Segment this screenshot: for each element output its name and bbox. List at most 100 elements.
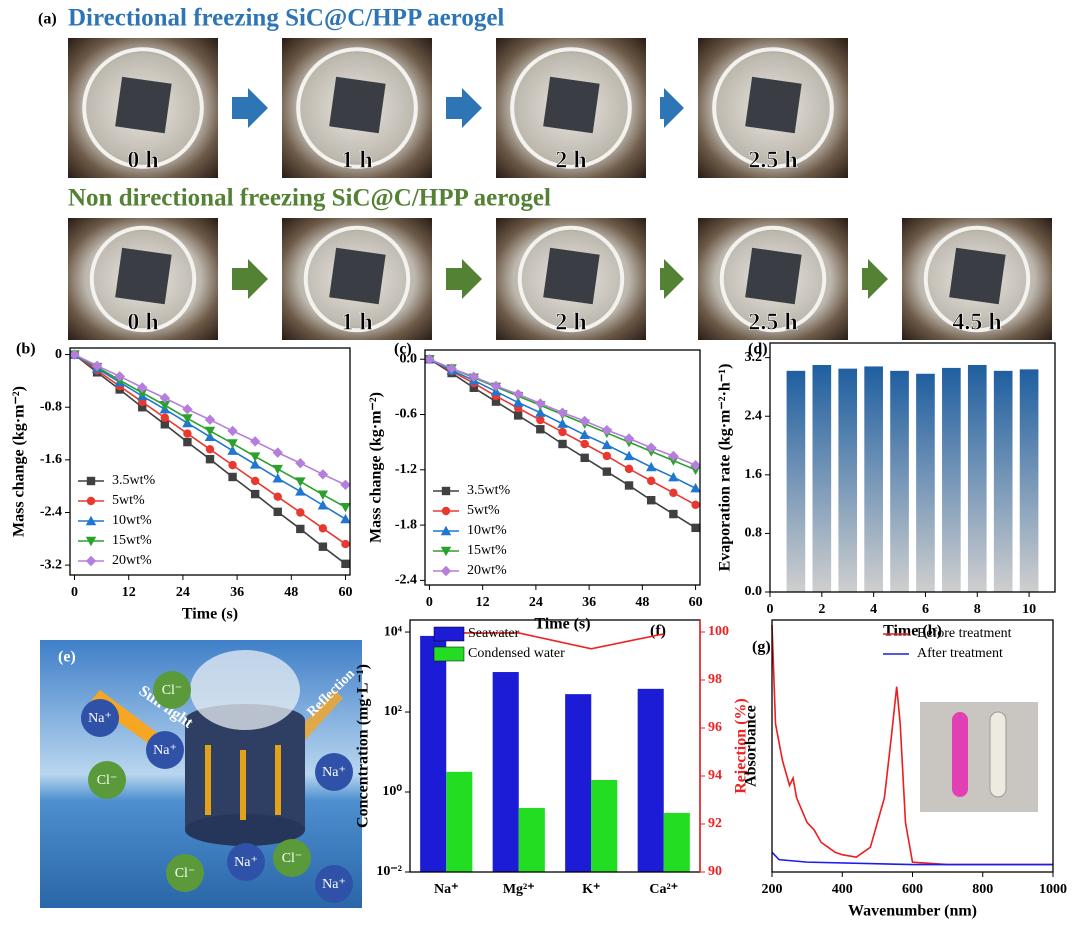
sample-photo: 0 h (68, 218, 218, 340)
bar (1020, 369, 1039, 592)
marker (273, 447, 283, 457)
page: (a) Directional freezing SiC@C/HPP aerog… (0, 0, 1072, 926)
y-tick-label: 10⁴ (384, 624, 403, 639)
bar (787, 371, 806, 592)
marker (250, 452, 260, 461)
marker (251, 490, 259, 498)
x-tick-label: Ca²⁺ (649, 882, 678, 897)
marker (340, 503, 350, 512)
aerogel (329, 77, 385, 133)
marker (625, 481, 633, 489)
bar (864, 366, 883, 592)
x-tick-label: Mg²⁺ (503, 882, 535, 897)
marker (340, 514, 350, 523)
marker (228, 461, 236, 469)
sample-photo: 2 h (496, 38, 646, 178)
y-tick-label: -3.2 (40, 557, 62, 572)
aerogel (543, 248, 599, 304)
panel-label: (g) (752, 639, 771, 656)
y-tick-label: 3.2 (745, 350, 763, 365)
bar (565, 694, 591, 872)
marker (319, 543, 327, 551)
bar (446, 772, 472, 872)
sample-photo: 1 h (282, 218, 432, 340)
x-tick-label: 48 (635, 595, 649, 610)
x-tick-label: 12 (122, 585, 136, 600)
marker (318, 491, 328, 500)
marker (161, 414, 169, 422)
arrow (446, 88, 482, 128)
marker (296, 508, 304, 516)
y-axis-title: Concentration (mg·L⁻¹) (355, 664, 372, 828)
x-tick-label: 0 (767, 602, 774, 617)
marker (442, 487, 450, 495)
x-tick-label: Na⁺ (434, 882, 459, 897)
marker (691, 501, 699, 509)
sample-photo: 1 h (282, 38, 432, 178)
chart: (d)02468100.00.81.62.43.2Time (h)Evapora… (717, 341, 1055, 640)
y-tick-label: -0.8 (40, 399, 62, 414)
y-tick-label: 10² (384, 704, 402, 719)
marker (669, 510, 677, 518)
marker (340, 480, 350, 490)
marker (206, 445, 214, 453)
aerogel (115, 77, 171, 133)
ion-label: Cl⁻ (175, 866, 196, 881)
ion-label: Na⁺ (153, 743, 177, 758)
legend-label: 10wt% (112, 513, 152, 528)
x-tick-label: 36 (582, 595, 596, 610)
ion-label: Na⁺ (88, 711, 112, 726)
y-axis-title: Absorbance (743, 705, 760, 787)
arrow (660, 88, 684, 128)
marker (295, 477, 305, 486)
legend-swatch (434, 647, 464, 661)
y-axis-title: Evaporation rate (kg·m⁻²·h⁻¹) (717, 364, 734, 572)
x-axis-title: Time (s) (534, 616, 590, 633)
y-tick-label: 2.4 (745, 408, 763, 423)
x-tick-label: 24 (176, 585, 190, 600)
x-tick-label: 0 (426, 595, 433, 610)
sample-photo: 2.5 h (698, 218, 848, 340)
marker (318, 469, 328, 479)
arrow (232, 88, 268, 128)
aerogel (543, 77, 599, 133)
aerogel (745, 248, 801, 304)
marker (647, 496, 655, 504)
x-tick-label: 12 (476, 595, 490, 610)
marker (227, 439, 237, 448)
legend-label: 15wt% (467, 543, 507, 558)
marker (602, 440, 612, 449)
marker (646, 442, 656, 452)
marker (536, 416, 544, 424)
marker (250, 436, 260, 446)
marker (579, 430, 589, 439)
legend-label: 15wt% (112, 533, 152, 548)
x-tick-label: 4 (870, 602, 877, 617)
y-tick-label: -1.8 (395, 517, 417, 532)
x-tick-label: 600 (902, 882, 923, 897)
marker (182, 404, 192, 414)
marker (295, 458, 305, 468)
marker (205, 415, 215, 425)
aerogel (115, 248, 171, 304)
marker (442, 507, 450, 515)
legend-label: 10wt% (467, 523, 507, 538)
x-tick-label: 200 (762, 882, 783, 897)
sample-photo: 0 h (68, 38, 218, 178)
y-tick-label: 0.8 (745, 526, 763, 541)
marker (514, 411, 522, 419)
x-axis-title: Wavenumber (nm) (848, 903, 977, 920)
marker (625, 465, 633, 473)
y-axis-title: Mass change (kg·m⁻²) (11, 386, 28, 537)
time-label: 2.5 h (748, 148, 797, 174)
marker (86, 556, 96, 566)
arrow (232, 259, 268, 299)
legend-label: 5wt% (467, 503, 500, 518)
legend-label: 20wt% (112, 553, 152, 568)
x-tick-label: 60 (689, 595, 703, 610)
figure: (a) Directional freezing SiC@C/HPP aerog… (0, 0, 1072, 926)
arrow (660, 259, 684, 299)
marker (251, 477, 259, 485)
marker (227, 426, 237, 436)
